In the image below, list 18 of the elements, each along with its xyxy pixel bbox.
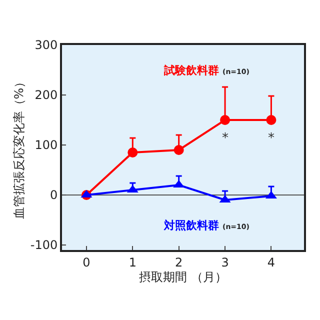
y-tick-label: 200 xyxy=(34,88,58,102)
x-tick-label: 4 xyxy=(267,255,276,270)
x-tick-label: 1 xyxy=(128,255,136,270)
y-tick-label: 300 xyxy=(34,38,58,52)
x-tick-label: 0 xyxy=(82,255,90,270)
y-axis-title: 血管拡張反応変化率（%） xyxy=(12,76,26,220)
point xyxy=(220,115,230,125)
x-tick-label: 2 xyxy=(175,255,183,270)
y-tick-label: -100 xyxy=(30,238,58,252)
point xyxy=(174,145,184,155)
y-tick-label: 100 xyxy=(34,138,58,152)
point xyxy=(128,148,138,158)
point xyxy=(266,115,276,125)
annotation: * xyxy=(268,131,275,146)
annotation: * xyxy=(222,131,229,146)
y-tick-label: 0 xyxy=(50,188,58,202)
x-tick-label: 3 xyxy=(221,255,229,270)
x-axis-title: 摂取期間 （月） xyxy=(139,270,227,284)
